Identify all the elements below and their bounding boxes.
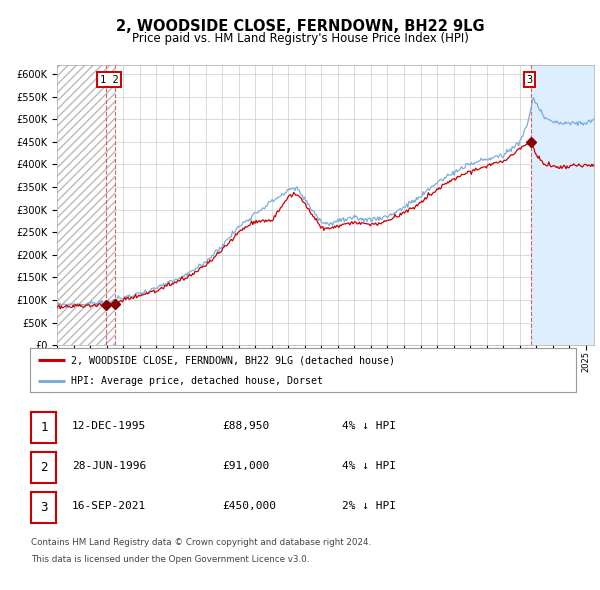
- Text: 2: 2: [40, 461, 47, 474]
- Text: This data is licensed under the Open Government Licence v3.0.: This data is licensed under the Open Gov…: [31, 555, 310, 563]
- Text: Contains HM Land Registry data © Crown copyright and database right 2024.: Contains HM Land Registry data © Crown c…: [31, 538, 371, 547]
- Text: 3: 3: [526, 75, 533, 85]
- Text: 3: 3: [40, 501, 47, 514]
- Text: £88,950: £88,950: [222, 421, 269, 431]
- Text: 4% ↓ HPI: 4% ↓ HPI: [342, 421, 396, 431]
- Text: 28-JUN-1996: 28-JUN-1996: [72, 461, 146, 471]
- Text: 4% ↓ HPI: 4% ↓ HPI: [342, 461, 396, 471]
- Text: £450,000: £450,000: [222, 502, 276, 511]
- Text: 2, WOODSIDE CLOSE, FERNDOWN, BH22 9LG (detached house): 2, WOODSIDE CLOSE, FERNDOWN, BH22 9LG (d…: [71, 355, 395, 365]
- Text: Price paid vs. HM Land Registry's House Price Index (HPI): Price paid vs. HM Land Registry's House …: [131, 32, 469, 45]
- Text: HPI: Average price, detached house, Dorset: HPI: Average price, detached house, Dors…: [71, 376, 323, 386]
- Text: £91,000: £91,000: [222, 461, 269, 471]
- Bar: [57, 65, 115, 345]
- Text: 16-SEP-2021: 16-SEP-2021: [72, 502, 146, 511]
- Text: 1: 1: [40, 421, 47, 434]
- Text: 1 2: 1 2: [100, 75, 119, 85]
- Text: 2, WOODSIDE CLOSE, FERNDOWN, BH22 9LG: 2, WOODSIDE CLOSE, FERNDOWN, BH22 9LG: [116, 19, 484, 34]
- Text: 2% ↓ HPI: 2% ↓ HPI: [342, 502, 396, 511]
- Text: 12-DEC-1995: 12-DEC-1995: [72, 421, 146, 431]
- Bar: [532, 65, 594, 345]
